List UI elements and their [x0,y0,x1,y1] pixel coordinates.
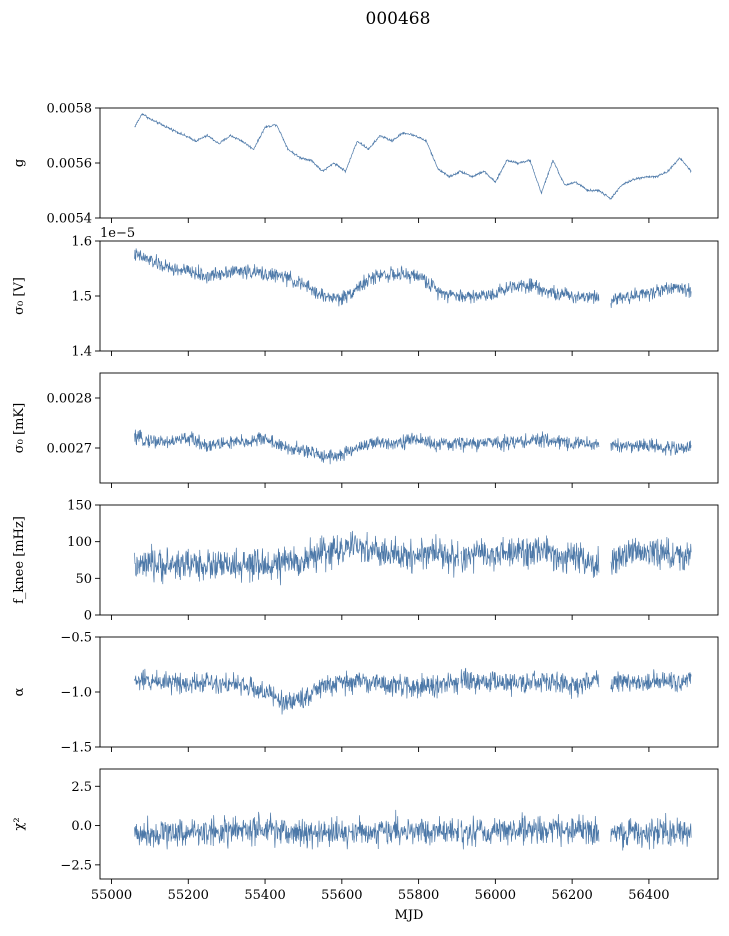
series-line-g [134,112,692,200]
series-line-alpha [134,667,692,715]
x-tick-label: 55000 [91,888,132,903]
y-tick-label: 0.0058 [47,102,93,117]
y-axis-label: f_knee [mHz] [12,516,27,604]
x-tick-label: 55600 [321,888,362,903]
y-axis-label: σ₀ [V] [12,277,27,315]
series-line-sigma0_V [134,248,692,308]
y-tick-label: −1.5 [60,741,92,756]
y-tick-label: 0.0056 [47,157,93,172]
y-tick-label: 0.0 [71,819,92,834]
axes-frame [99,107,719,219]
axes-frame [99,768,719,880]
x-tick-label: 56000 [475,888,516,903]
panel-6: −2.5 0.0 2.5 55000 55200 55400 55600 55800 56000… [12,768,719,923]
y-tick-label: −1.0 [60,686,92,701]
series-line-sigma0_mK [134,429,692,465]
y-tick-label: 1.6 [71,235,92,250]
figure-title: 000468 [366,9,431,29]
axes-frame [99,240,719,352]
panel-3: 0.0027 0.0028 σ₀ [mK] [12,372,719,488]
y-axis-label: χ² [12,817,27,830]
y-tick-label: 2.5 [71,780,92,795]
y-tick-label: 0 [84,609,92,624]
panels: 0.0054 0.0056 0.0058 g 1.4 1.5 1.6 1e−5 σ₀ [V] 0.… [12,102,719,923]
axes-frame [99,504,719,616]
y-tick-label: 1.4 [71,345,92,360]
x-axis-label: MJD [395,908,424,923]
y-tick-label: −2.5 [60,858,92,873]
axes-frame [99,372,719,484]
y-tick-label: 100 [67,535,92,550]
y-tick-label: 1.5 [71,290,92,305]
panel-5: −1.5 −1.0 −0.5 α [12,631,719,756]
panel-4: 0 50 100 150 f_knee [mHz] [12,499,719,624]
x-tick-label: 55200 [168,888,209,903]
series-line-chi2 [134,809,692,851]
y-tick-label: 0.0028 [47,392,93,407]
y-axis-label: α [12,687,27,696]
x-tick-label: 55800 [398,888,439,903]
series-line-f_knee [134,530,692,586]
y-axis-label: g [12,159,27,167]
y-tick-label: 50 [75,572,92,587]
x-tick-label: 55400 [244,888,285,903]
y-tick-label: 150 [67,499,92,514]
y-tick-label: 0.0054 [47,212,93,227]
y-axis-label: σ₀ [mK] [12,403,27,453]
axes-frame [99,636,719,748]
panel-1: 0.0054 0.0056 0.0058 g [12,102,719,227]
y-tick-label: −0.5 [60,631,92,646]
panel-2: 1.4 1.5 1.6 1e−5 σ₀ [V] [12,226,719,360]
x-tick-label: 56200 [551,888,592,903]
y-offset-text: 1e−5 [100,226,135,241]
x-tick-label: 56400 [628,888,669,903]
y-tick-label: 0.0027 [47,442,93,457]
